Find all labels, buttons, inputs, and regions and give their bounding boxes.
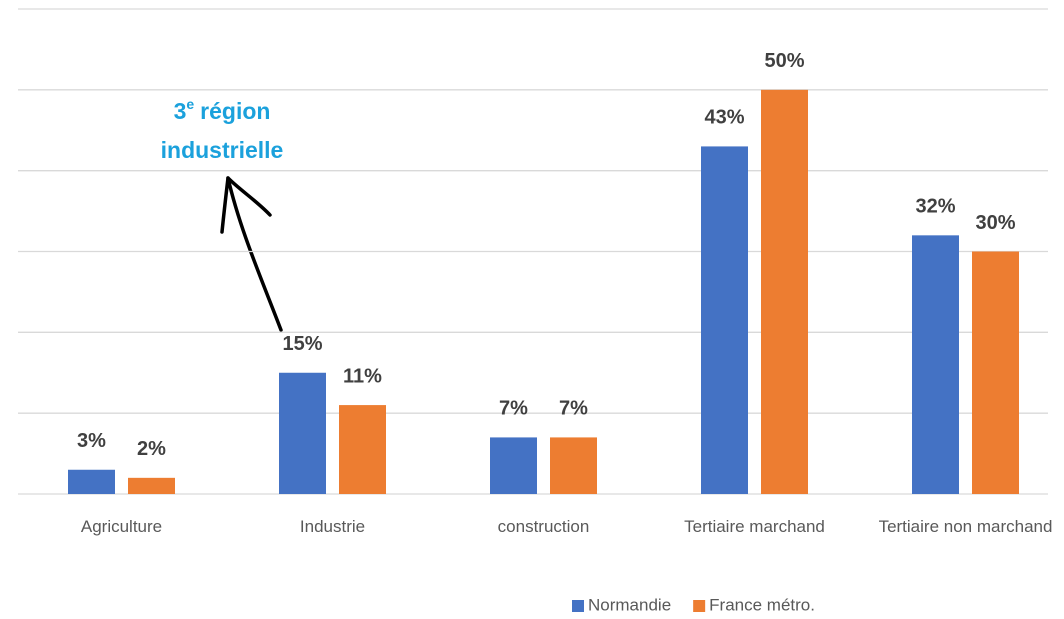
x-tick-label: construction (497, 517, 590, 536)
bar (761, 89, 808, 494)
data-label: 2% (137, 438, 166, 460)
x-tick-label: Tertiaire marchand (684, 517, 825, 536)
annotation: 3e région (174, 96, 271, 124)
bar (701, 146, 748, 494)
annotation-line1: région (200, 98, 270, 124)
data-label: 7% (559, 398, 588, 420)
bar (972, 251, 1019, 494)
bar (490, 437, 537, 494)
data-label: 3% (77, 430, 106, 452)
bar (128, 477, 175, 494)
data-label: 11% (343, 365, 382, 387)
bar (339, 405, 386, 494)
annotation-line2: industrielle (161, 137, 284, 163)
x-tick-label: Industrie (299, 517, 366, 536)
data-label: 32% (915, 196, 955, 218)
legend-swatch (693, 600, 706, 612)
bar (68, 469, 115, 494)
annotation-arrow (220, 176, 283, 332)
x-tick-label: Agriculture (80, 517, 163, 536)
data-label: 15% (282, 333, 322, 355)
annotation-ordinal: 3 (174, 98, 187, 124)
x-tick-label: Tertiaire non marchand (878, 517, 1053, 536)
legend-swatch (572, 600, 584, 612)
data-label: 50% (764, 50, 804, 72)
legend-label: France métro. (709, 595, 815, 614)
bar (279, 372, 326, 494)
bar (550, 437, 597, 494)
data-label: 43% (704, 107, 744, 129)
legend-label: Normandie (588, 595, 671, 614)
data-label: 7% (499, 398, 528, 420)
bar (912, 235, 959, 495)
annotation-suffix: e (186, 96, 194, 112)
data-label: 30% (975, 212, 1015, 234)
